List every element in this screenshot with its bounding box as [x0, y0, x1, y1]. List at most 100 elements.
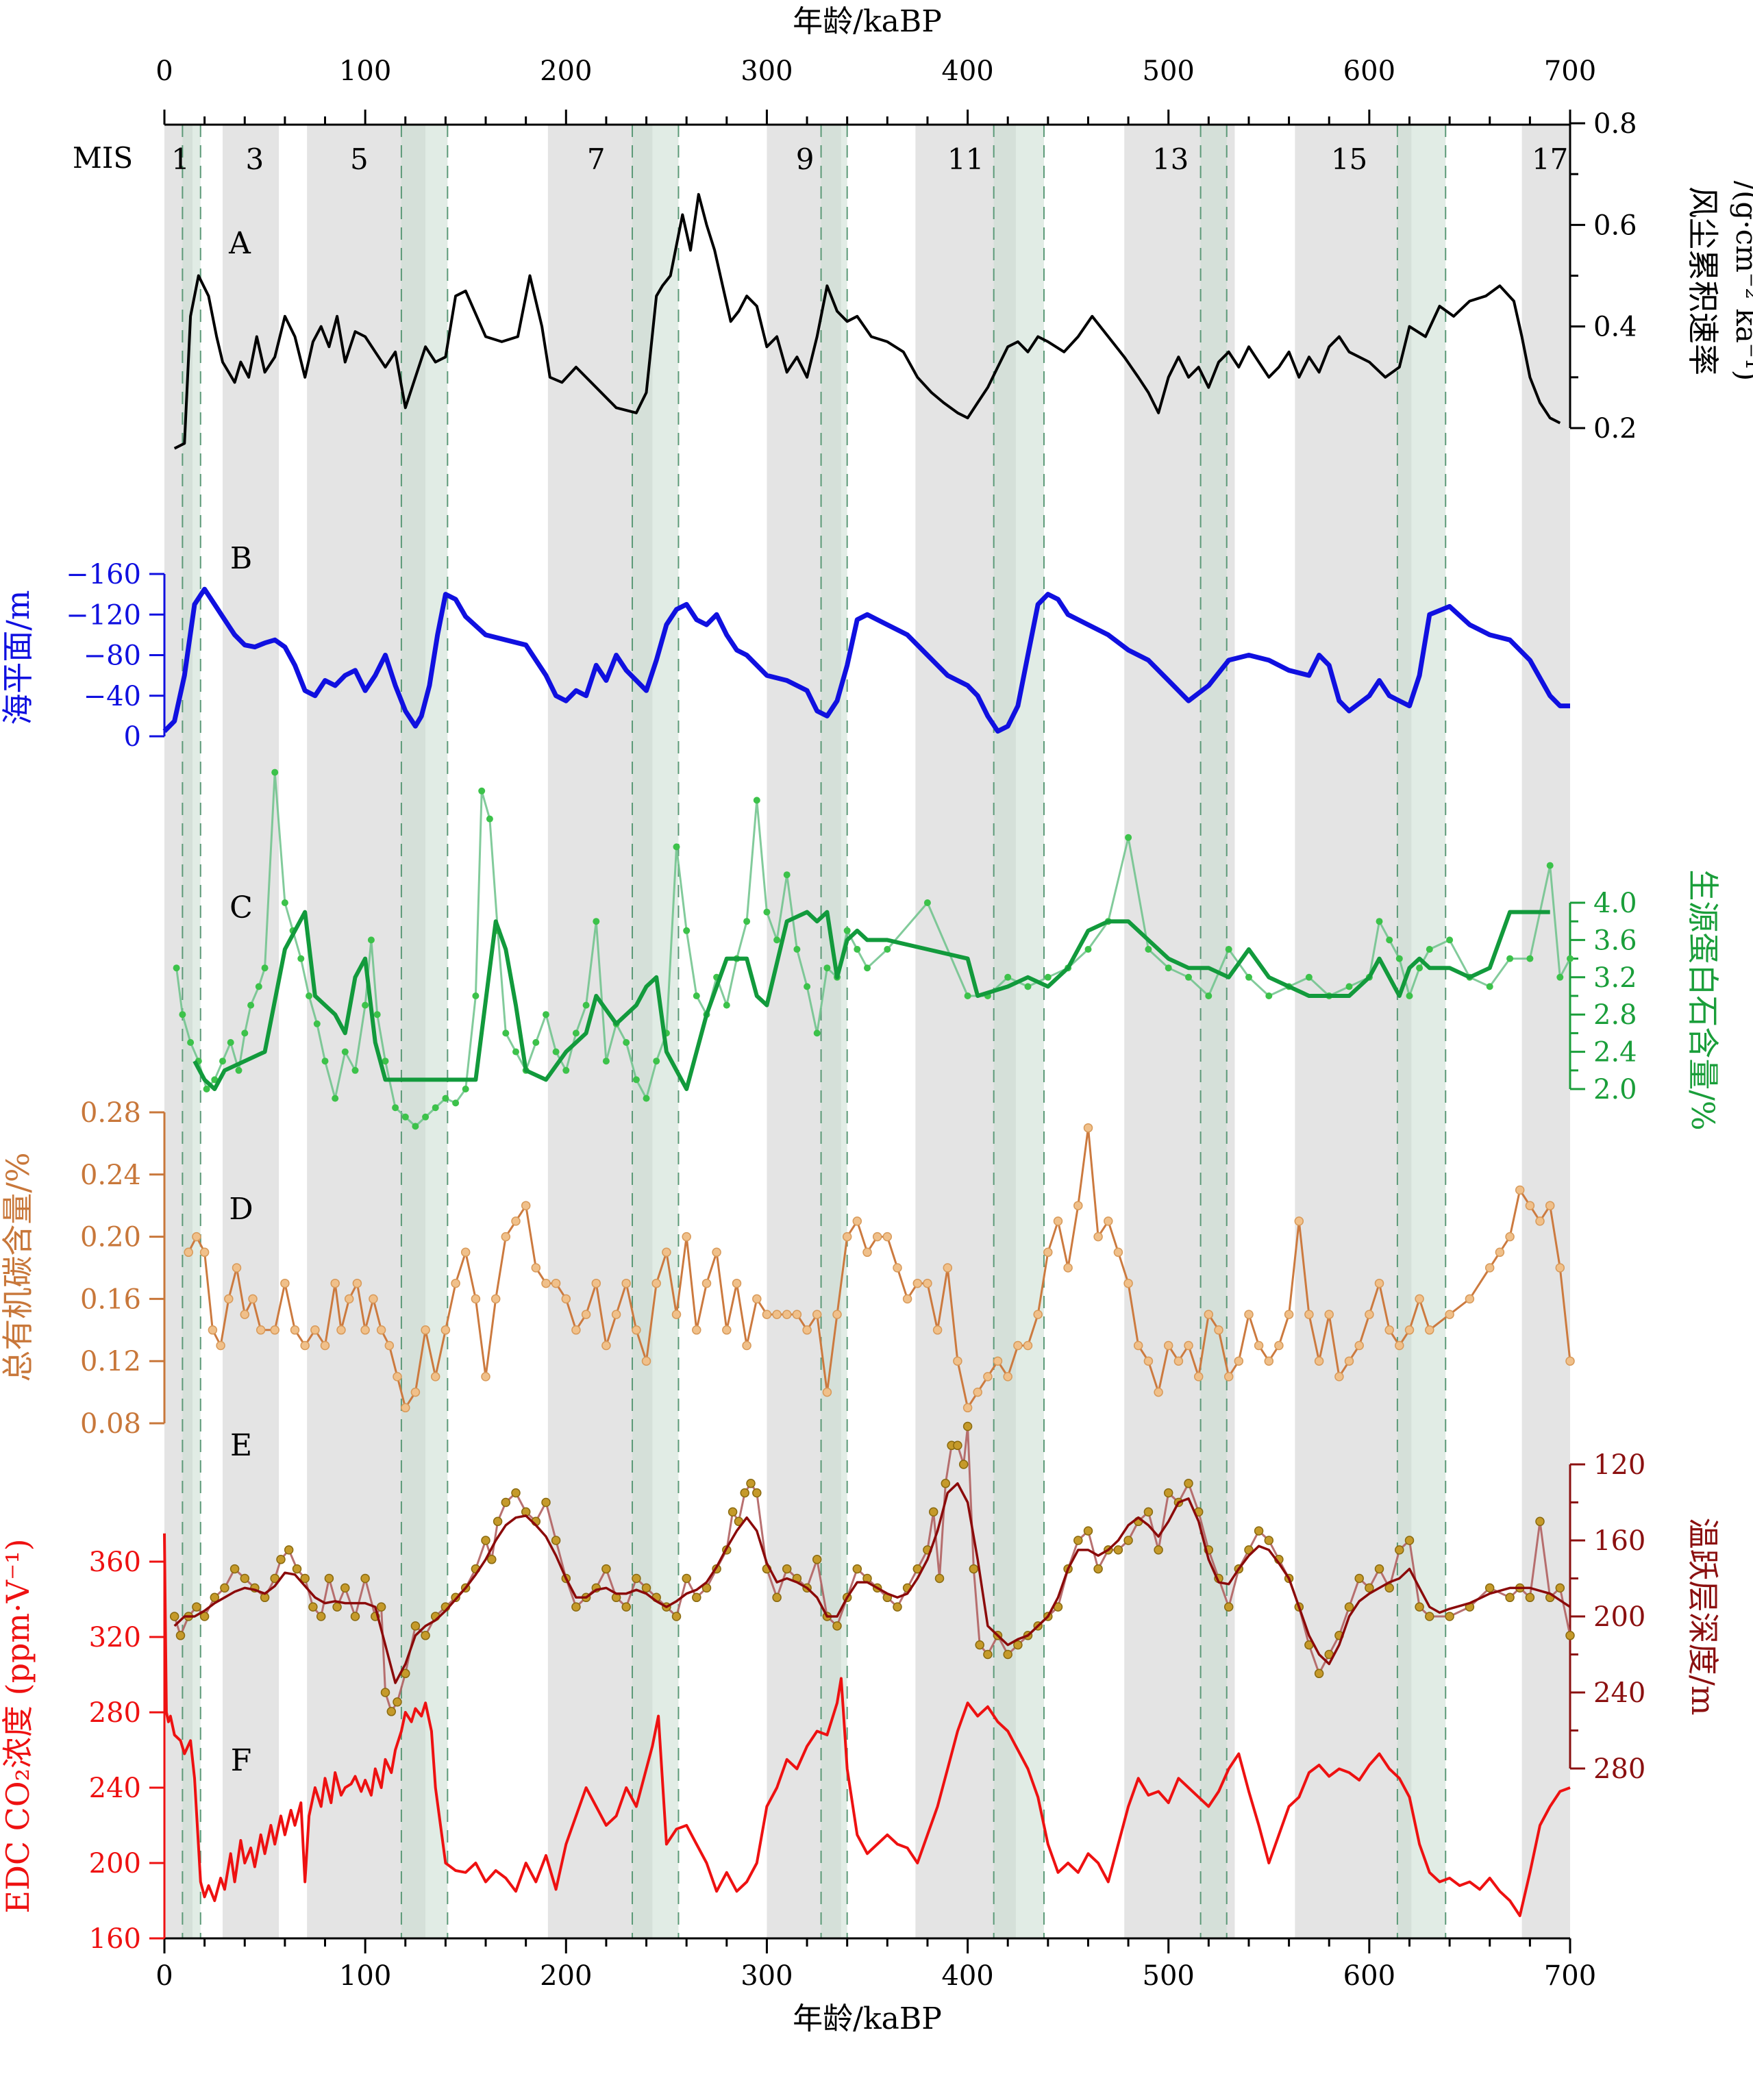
panel-E-data-point	[511, 1488, 521, 1498]
panel-C-data-point	[341, 1048, 349, 1055]
panel-D-data-point	[1395, 1340, 1404, 1351]
panel-D-data-point	[1525, 1201, 1535, 1210]
panel-E-data-point	[1093, 1564, 1103, 1574]
panel-D-data-point	[822, 1387, 832, 1397]
panel-D-data-point	[421, 1325, 430, 1335]
panel-E-data-point	[210, 1592, 220, 1603]
panel-D-data-point	[393, 1372, 402, 1382]
panel-E-data-point	[893, 1602, 902, 1612]
panel-D-data-point	[852, 1216, 862, 1226]
panel-D-y-tick-label: 0.24	[80, 1160, 141, 1191]
panel-D-data-point	[671, 1310, 682, 1319]
panel-D-data-point	[290, 1325, 300, 1335]
panel-D-data-point	[561, 1294, 571, 1304]
panel-D-data-point	[300, 1340, 310, 1351]
panel-C-data-point	[854, 946, 861, 953]
panel-C-data-point	[382, 1058, 389, 1065]
panel-E-data-point	[229, 1564, 240, 1574]
panel-D-data-point	[1354, 1340, 1364, 1351]
panel-E-data-point	[1254, 1526, 1264, 1536]
panel-C-data-point	[219, 1058, 226, 1065]
panel-E-data-point	[934, 1573, 945, 1584]
top-x-tick-label: 0	[156, 55, 173, 87]
panel-D-y-tick-label: 0.20	[80, 1222, 141, 1253]
panel-D-data-point	[1013, 1340, 1023, 1351]
panel-D-data-point	[1223, 1372, 1234, 1382]
panel-E-data-point	[1535, 1516, 1545, 1527]
panel-D-data-point	[632, 1325, 641, 1335]
panel-C-data-point	[1376, 918, 1383, 925]
panel-D-data-point	[1304, 1310, 1314, 1319]
mis-stage-label: 9	[796, 142, 815, 176]
panel-C-data-point	[241, 1029, 249, 1037]
panel-E-data-point	[350, 1612, 360, 1621]
panel-D-data-point	[551, 1278, 561, 1288]
panel-C-data-point	[247, 1001, 255, 1009]
panel-B: 0 −40 −80 −120 −160 B 海平面/m	[0, 541, 1570, 753]
panel-E-data-point	[1013, 1640, 1023, 1650]
panel-C-data-point	[271, 768, 279, 776]
panel-D-data-point	[722, 1325, 732, 1335]
panel-D-data-point	[369, 1294, 378, 1304]
panel-D-data-point	[882, 1232, 893, 1242]
panel-C-data-point	[1506, 955, 1514, 962]
panel-D-data-point	[1294, 1216, 1304, 1226]
panel-C-data-point	[478, 787, 486, 795]
panel-E-data-point	[1264, 1536, 1274, 1545]
panel-D-data-point	[1264, 1356, 1274, 1366]
panel-C-data-point	[1386, 936, 1393, 944]
panel-C-data-point	[1225, 946, 1232, 953]
panel-C-data-point	[1395, 955, 1403, 962]
panel-C-y-tick-label: 2.4	[1593, 1037, 1637, 1068]
panel-C-data-point	[623, 1039, 630, 1046]
panel-D-data-point	[1113, 1247, 1123, 1258]
panel-D-data-point	[832, 1310, 842, 1319]
panel-D-data-point	[1143, 1356, 1154, 1366]
panel-C-data-point	[1165, 964, 1172, 972]
panel-D-data-point	[581, 1310, 591, 1319]
panel-D-data-point	[1083, 1123, 1093, 1133]
panel-F-y-tick-label: 200	[89, 1848, 141, 1879]
panel-E-data-point	[832, 1621, 842, 1631]
panel-C-data-point	[1205, 992, 1213, 999]
panel-D-data-point	[490, 1294, 501, 1304]
panel-D-data-point	[762, 1310, 772, 1319]
panel-E-data-point	[1404, 1536, 1415, 1545]
panel-D-data-point	[1123, 1278, 1133, 1288]
panel-E-data-point	[386, 1707, 397, 1716]
panel-A-y-tick-label: 0.8	[1593, 108, 1637, 140]
panel-D-data-point	[1365, 1310, 1374, 1319]
panel-E-y-tick-label: 240	[1593, 1677, 1645, 1709]
panel-C-data-point	[1546, 862, 1554, 869]
panel-E-data-point	[393, 1697, 402, 1707]
panel-E-data-point	[270, 1573, 279, 1584]
panel-E-letter: E	[230, 1428, 252, 1463]
panel-D-data-point	[953, 1356, 962, 1366]
panel-C-data-point	[1185, 973, 1192, 981]
mis-band-layer	[164, 125, 1570, 1938]
panel-D-data-point	[511, 1216, 521, 1226]
panel-E-data-point	[199, 1612, 210, 1621]
panel-E-data-point	[1484, 1583, 1495, 1593]
panel-C-data-point	[723, 1001, 730, 1009]
panel-D-data-point	[320, 1340, 330, 1351]
panel-E-data-point	[1163, 1488, 1173, 1498]
panel-C: 2.0 2.4 2.8 3.2 3.6 4.0 C 生源蛋白石含量/%	[173, 768, 1721, 1131]
panel-E-y-tick-label: 120	[1593, 1449, 1645, 1481]
panel-D-data-point	[902, 1294, 912, 1304]
panel-C-data-point	[235, 1066, 243, 1074]
panel-E-data-point	[316, 1612, 326, 1621]
panel-C-data-point	[306, 992, 313, 999]
panel-E-data-point	[1374, 1564, 1384, 1574]
panel-D-data-point	[1193, 1372, 1204, 1382]
panel-B-y-tick-label: −80	[84, 640, 141, 672]
panel-F-letter: F	[231, 1743, 252, 1778]
mis-stage-label: 17	[1532, 142, 1568, 176]
panel-E-data-point	[621, 1602, 631, 1612]
panel-E-data-point	[1384, 1583, 1394, 1593]
panel-E-data-point	[220, 1583, 229, 1593]
panel-E-data-point	[746, 1479, 756, 1488]
panel-E-data-point	[421, 1631, 430, 1640]
panel-D-data-point	[692, 1325, 701, 1335]
